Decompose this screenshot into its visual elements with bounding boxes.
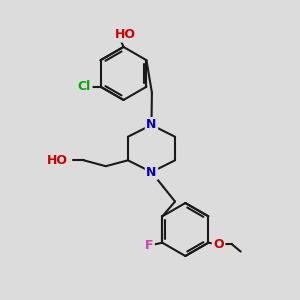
Text: N: N xyxy=(146,118,157,131)
Text: F: F xyxy=(145,239,153,252)
Text: N: N xyxy=(146,166,157,178)
Text: HO: HO xyxy=(115,28,136,41)
Text: HO: HO xyxy=(46,154,68,167)
Text: O: O xyxy=(213,238,224,251)
Text: Cl: Cl xyxy=(78,80,91,93)
